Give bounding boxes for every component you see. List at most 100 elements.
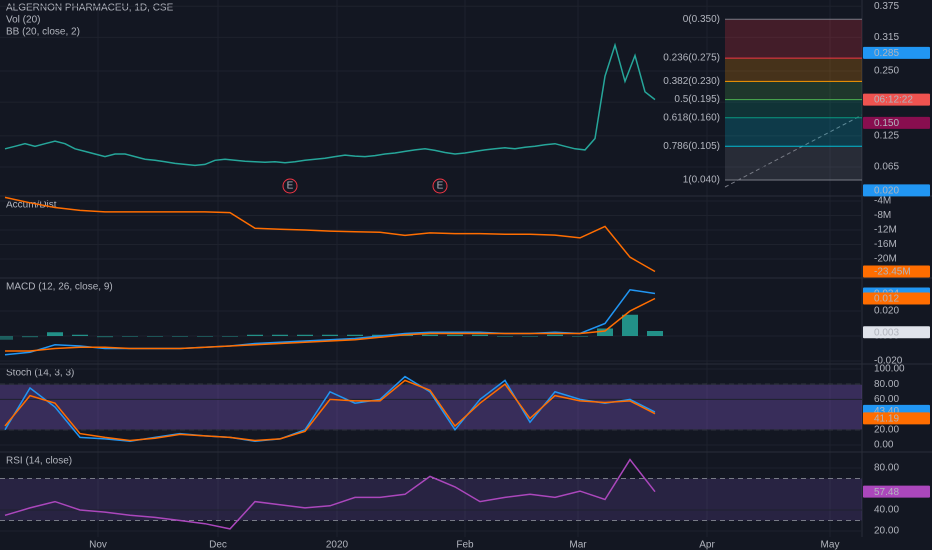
y-tick-label: 0.020: [874, 306, 899, 317]
x-axis-label: Nov: [89, 540, 107, 550]
y-tick-label: 0.315: [874, 32, 899, 43]
fib-zone: [725, 81, 862, 100]
series-line: [4, 375, 656, 442]
band-fill: [0, 478, 862, 521]
pane-title: MACD (12, 26, close, 9): [6, 282, 113, 293]
price-tag-label: 0.012: [874, 294, 899, 305]
pane-title: ALGERNON PHARMACEU, 1D, CSE: [6, 3, 174, 14]
legend-entry: BB (20, close, 2): [6, 27, 80, 38]
fib-label: 0.618(0.160): [663, 112, 720, 123]
histogram-bar: [472, 334, 488, 336]
price-tag-label: 0.003: [874, 327, 899, 338]
x-axis-label: Feb: [456, 540, 474, 550]
histogram-bar: [72, 334, 88, 336]
histogram-bar: [297, 334, 313, 336]
y-tick-label: -20M: [874, 254, 897, 265]
price-tag: [863, 326, 930, 339]
series-line: [4, 42, 656, 167]
y-tick-label: 40.00: [874, 505, 899, 516]
y-tick-label: 0.250: [874, 66, 899, 77]
price-tag: [863, 265, 930, 278]
y-tick-label: 0.065: [874, 162, 899, 173]
histogram-bar: [422, 334, 438, 336]
y-tick-label: 0.375: [874, 1, 899, 12]
price-tag: [863, 116, 930, 129]
series-line: [4, 196, 656, 273]
histogram-bar: [47, 332, 63, 336]
legend-entry: Vol (20): [6, 15, 40, 26]
histogram-bar: [647, 331, 663, 336]
pane-title: Accum/Dist: [6, 200, 57, 211]
x-axis-label: May: [821, 540, 840, 550]
histogram-bar: [172, 336, 188, 337]
y-tick-label: -12M: [874, 225, 897, 236]
fib-label: 0(0.350): [683, 14, 720, 25]
y-tick-label: 20.00: [874, 526, 899, 537]
y-tick-label: 80.00: [874, 463, 899, 474]
fib-label: 0.5(0.195): [674, 94, 720, 105]
price-tag: [863, 93, 930, 106]
y-tick-label: 60.00: [874, 394, 899, 405]
price-tag-label: 57.48: [874, 487, 899, 498]
trend-line: [724, 114, 863, 188]
x-axis-label: Mar: [569, 540, 587, 550]
histogram-bar: [22, 336, 38, 338]
y-tick-label: 100.00: [874, 364, 905, 375]
histogram-bar: [222, 336, 238, 337]
histogram-bar: [197, 336, 213, 337]
pane-title: RSI (14, close): [6, 456, 72, 467]
y-tick-label: 80.00: [874, 379, 899, 390]
price-tag: [863, 46, 930, 59]
histogram-bar: [122, 336, 138, 337]
earnings-label: E: [437, 181, 444, 192]
histogram-bar: [322, 334, 338, 336]
x-axis-label: Dec: [209, 540, 227, 550]
price-tag-label: 06:12:22: [874, 95, 913, 106]
histogram-bar: [447, 334, 463, 336]
y-tick-label: -4M: [874, 196, 891, 207]
series-line: [4, 288, 656, 356]
histogram-bar: [147, 336, 163, 337]
y-tick-label: -8M: [874, 210, 891, 221]
fib-zone: [725, 19, 862, 59]
y-tick-label: -16M: [874, 239, 897, 250]
fib-label: 0.382(0.230): [663, 76, 720, 87]
price-tag-label: 41.19: [874, 414, 899, 425]
histogram-bar: [522, 336, 538, 337]
series-line: [4, 379, 656, 442]
fib-zone: [725, 58, 862, 82]
histogram-bar: [497, 336, 513, 337]
histogram-bar: [247, 334, 263, 336]
price-tag: [863, 412, 930, 425]
price-tag-label: -23.45M: [874, 267, 911, 278]
fib-zone: [725, 99, 862, 118]
histogram-bar: [572, 336, 588, 337]
histogram-bar: [97, 336, 113, 338]
price-tag-label: 43.40: [874, 406, 899, 417]
histogram-bar: [347, 334, 363, 336]
earnings-marker: [432, 178, 448, 194]
earnings-marker: [282, 178, 298, 194]
fib-label: 0.786(0.105): [663, 141, 720, 152]
earnings-label: E: [287, 181, 294, 192]
fib-zone: [725, 117, 862, 147]
price-tag-label: 0.020: [874, 185, 899, 196]
series-line: [5, 297, 656, 352]
price-tag-label: 0.150: [874, 118, 899, 129]
y-tick-label: 20.00: [874, 424, 899, 435]
fib-label: 1(0.040): [683, 175, 720, 186]
x-axis-label: Apr: [699, 540, 715, 550]
y-tick-label: 0.125: [874, 131, 899, 142]
fib-label: 0.236(0.275): [663, 53, 720, 64]
histogram-bar: [0, 336, 13, 340]
histogram-bar: [272, 334, 288, 336]
pane-title: Stoch (14, 3, 3): [6, 368, 74, 379]
y-tick-label: 0.00: [874, 440, 894, 451]
x-axis-label: 2020: [326, 540, 349, 550]
y-tick-label: -0.020: [874, 356, 903, 367]
price-tag: [863, 184, 930, 197]
price-tag: [863, 485, 930, 498]
fib-zone: [725, 146, 862, 180]
